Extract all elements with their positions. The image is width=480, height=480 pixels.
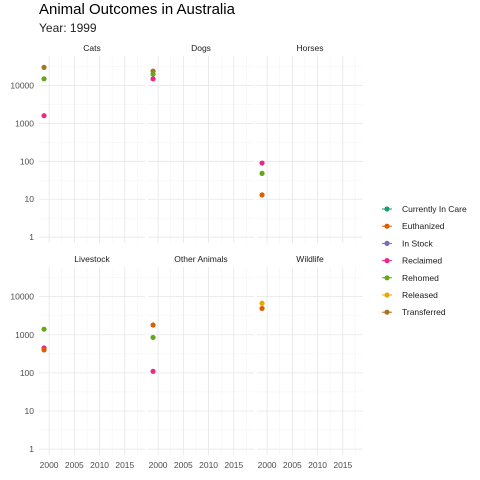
y-tick-label: 10: [25, 406, 35, 416]
facet-label: Wildlife: [296, 254, 324, 264]
data-point: [259, 300, 265, 306]
data-point: [150, 76, 156, 82]
x-tick-label: 2010: [308, 460, 327, 470]
data-point: [41, 347, 47, 353]
x-tick-label: 2015: [224, 460, 243, 470]
data-point: [41, 64, 47, 71]
legend-label: In Stock: [402, 238, 433, 248]
y-tick-label: 1000: [15, 118, 34, 128]
data-point: [259, 305, 265, 312]
x-tick-label: 2010: [199, 460, 218, 470]
data-point: [41, 113, 47, 119]
data-point: [150, 368, 156, 374]
facet-label: Horses: [297, 43, 324, 53]
y-tick-label: 1000: [15, 330, 34, 340]
facet-label: Other Animals: [174, 254, 227, 264]
data-point: [150, 334, 156, 341]
legend-label: Euthanized: [402, 221, 445, 231]
data-point: [41, 326, 47, 332]
x-tick-label: 2005: [283, 460, 302, 470]
y-tick-label: 10000: [10, 292, 34, 302]
data-point: [41, 76, 47, 82]
data-point: [150, 71, 156, 77]
y-tick-label: 100: [20, 368, 34, 378]
y-tick-label: 1: [29, 444, 34, 454]
x-tick-label: 2000: [258, 460, 277, 470]
x-tick-label: 2015: [115, 460, 134, 470]
legend-key-dot: [384, 309, 390, 315]
x-tick-label: 2010: [90, 460, 109, 470]
x-tick-label: 2005: [65, 460, 84, 470]
legend-key-dot: [384, 258, 390, 264]
data-point: [259, 170, 265, 176]
facet-label: Dogs: [191, 43, 211, 53]
legend-label: Transferred: [402, 307, 446, 317]
legend-key-dot: [384, 275, 390, 281]
y-tick-label: 100: [20, 156, 34, 166]
chart-subtitle: Year: 1999: [39, 21, 97, 35]
facet-label: Cats: [83, 43, 100, 53]
y-tick-label: 10: [25, 194, 35, 204]
legend-label: Rehomed: [402, 273, 439, 283]
data-point: [150, 322, 156, 328]
x-tick-label: 2015: [333, 460, 352, 470]
legend-key-dot: [384, 240, 390, 246]
legend-label: Reclaimed: [402, 256, 442, 266]
legend-key-dot: [384, 206, 390, 212]
legend-key-dot: [384, 223, 390, 229]
x-tick-label: 2000: [149, 460, 168, 470]
data-point: [259, 192, 265, 198]
facet-label: Livestock: [74, 254, 110, 264]
y-tick-label: 10000: [10, 80, 34, 90]
x-tick-label: 2005: [174, 460, 193, 470]
legend-label: Released: [402, 290, 438, 300]
chart-title: Animal Outcomes in Australia: [39, 1, 235, 18]
data-point: [259, 160, 265, 166]
legend-label: Currently In Care: [402, 204, 467, 214]
x-tick-label: 2000: [40, 460, 59, 470]
y-tick-label: 1: [29, 232, 34, 242]
legend-key-dot: [384, 292, 390, 298]
